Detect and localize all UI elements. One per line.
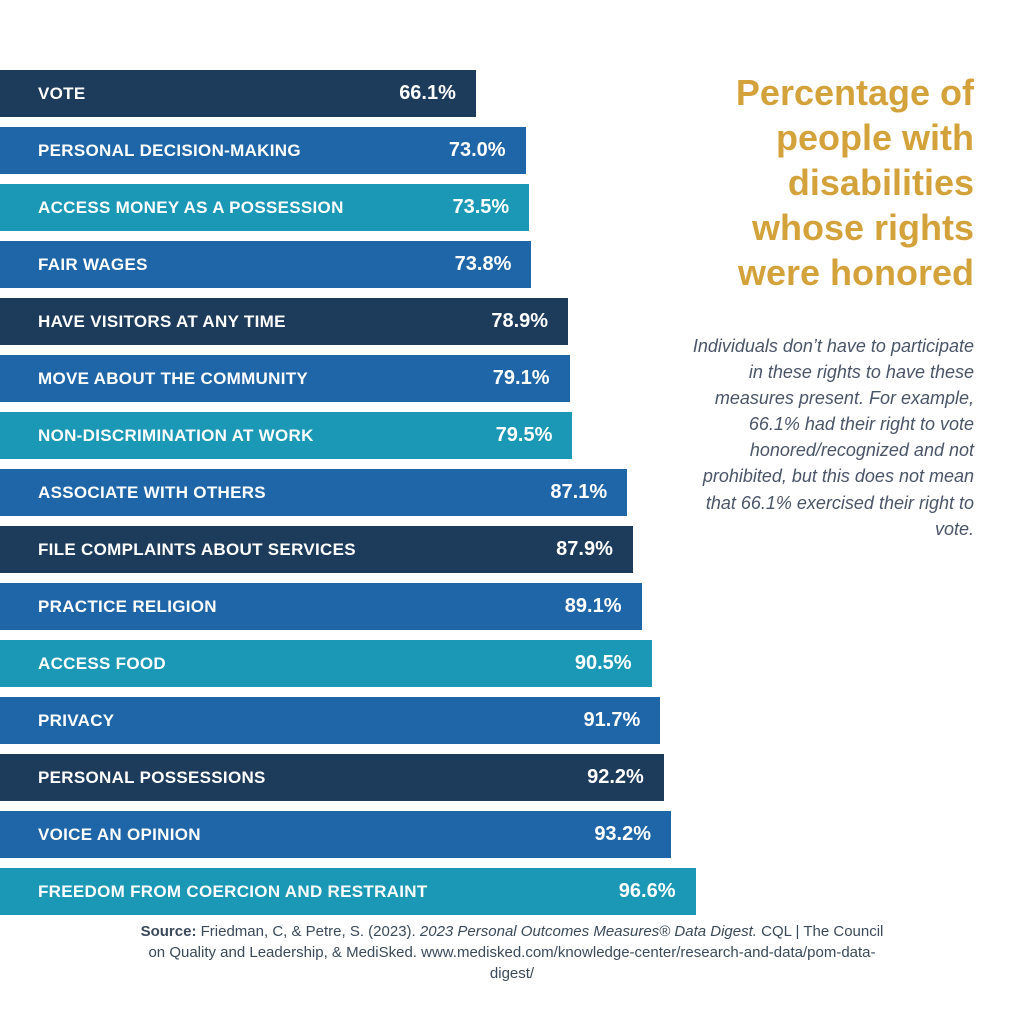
bar-row: FREEDOM FROM COERCION AND RESTRAINT 96.6%: [0, 868, 720, 915]
bar-row: FILE COMPLAINTS ABOUT SERVICES 87.9%: [0, 526, 720, 573]
bar-value: 79.5%: [496, 424, 553, 447]
bar-row: MOVE ABOUT THE COMMUNITY 79.1%: [0, 355, 720, 402]
bar-value: 66.1%: [399, 82, 456, 105]
bar-value: 79.1%: [493, 367, 550, 390]
bar: ACCESS MONEY AS A POSSESSION 73.5%: [0, 184, 529, 231]
bar: ACCESS FOOD 90.5%: [0, 640, 652, 687]
bar-row: PRIVACY 91.7%: [0, 697, 720, 744]
bar-label: PRIVACY: [38, 711, 114, 731]
bar-row: PERSONAL POSSESSIONS 92.2%: [0, 754, 720, 801]
bar: FAIR WAGES 73.8%: [0, 241, 531, 288]
source-authors: Friedman, C, & Petre, S. (2023).: [201, 923, 420, 940]
bar: VOICE AN OPINION 93.2%: [0, 811, 671, 858]
bar-value: 92.2%: [587, 766, 644, 789]
bar-value: 96.6%: [619, 880, 676, 903]
bar-row: ACCESS FOOD 90.5%: [0, 640, 720, 687]
bar-row: VOICE AN OPINION 93.2%: [0, 811, 720, 858]
bar-label: VOICE AN OPINION: [38, 825, 201, 845]
bar-label: VOTE: [38, 84, 86, 104]
bar-label: FILE COMPLAINTS ABOUT SERVICES: [38, 540, 356, 560]
bar: PRACTICE RELIGION 89.1%: [0, 583, 642, 630]
source-citation: Source: Friedman, C, & Petre, S. (2023).…: [140, 921, 884, 984]
bar-value: 89.1%: [565, 595, 622, 618]
bar-row: HAVE VISITORS AT ANY TIME 78.9%: [0, 298, 720, 345]
bar-label: PERSONAL DECISION-MAKING: [38, 141, 301, 161]
bar: VOTE 66.1%: [0, 70, 476, 117]
bar-label: FREEDOM FROM COERCION AND RESTRAINT: [38, 882, 428, 902]
bar-label: PERSONAL POSSESSIONS: [38, 768, 266, 788]
bar: FREEDOM FROM COERCION AND RESTRAINT 96.6%: [0, 868, 696, 915]
bar-value: 78.9%: [491, 310, 548, 333]
bar-label: HAVE VISITORS AT ANY TIME: [38, 312, 286, 332]
bar-label: FAIR WAGES: [38, 255, 148, 275]
bar-value: 73.5%: [452, 196, 509, 219]
bar-label: NON-DISCRIMINATION AT WORK: [38, 426, 314, 446]
bar-label: ASSOCIATE WITH OTHERS: [38, 483, 266, 503]
source-label: Source:: [141, 923, 197, 940]
bar-value: 93.2%: [594, 823, 651, 846]
bar-row: ASSOCIATE WITH OTHERS 87.1%: [0, 469, 720, 516]
bar-row: NON-DISCRIMINATION AT WORK 79.5%: [0, 412, 720, 459]
bar: HAVE VISITORS AT ANY TIME 78.9%: [0, 298, 568, 345]
bar: FILE COMPLAINTS ABOUT SERVICES 87.9%: [0, 526, 633, 573]
bar-value: 87.9%: [556, 538, 613, 561]
bar-value: 73.8%: [455, 253, 512, 276]
chart-title: Percentage of people with disabilities w…: [690, 70, 974, 295]
bar-value: 91.7%: [584, 709, 641, 732]
bar-row: PRACTICE RELIGION 89.1%: [0, 583, 720, 630]
bar: NON-DISCRIMINATION AT WORK 79.5%: [0, 412, 572, 459]
bar-row: VOTE 66.1%: [0, 70, 720, 117]
chart-area: VOTE 66.1% PERSONAL DECISION-MAKING 73.0% AC…: [0, 70, 720, 925]
bar: MOVE ABOUT THE COMMUNITY 79.1%: [0, 355, 570, 402]
bar: PRIVACY 91.7%: [0, 697, 660, 744]
chart-subtitle: Individuals don’t have to participate in…: [690, 333, 974, 542]
bar-value: 90.5%: [575, 652, 632, 675]
bar-value: 73.0%: [449, 139, 506, 162]
bar-row: FAIR WAGES 73.8%: [0, 241, 720, 288]
bar: PERSONAL POSSESSIONS 92.2%: [0, 754, 664, 801]
right-column: Percentage of people with disabilities w…: [690, 70, 974, 542]
bar: ASSOCIATE WITH OTHERS 87.1%: [0, 469, 627, 516]
bar-value: 87.1%: [550, 481, 607, 504]
bar-label: PRACTICE RELIGION: [38, 597, 217, 617]
source-title: 2023 Personal Outcomes Measures® Data Di…: [420, 923, 757, 940]
bar: PERSONAL DECISION-MAKING 73.0%: [0, 127, 526, 174]
bar-label: ACCESS MONEY AS A POSSESSION: [38, 198, 344, 218]
bar-label: ACCESS FOOD: [38, 654, 166, 674]
bar-row: PERSONAL DECISION-MAKING 73.0%: [0, 127, 720, 174]
bar-row: ACCESS MONEY AS A POSSESSION 73.5%: [0, 184, 720, 231]
bar-label: MOVE ABOUT THE COMMUNITY: [38, 369, 308, 389]
